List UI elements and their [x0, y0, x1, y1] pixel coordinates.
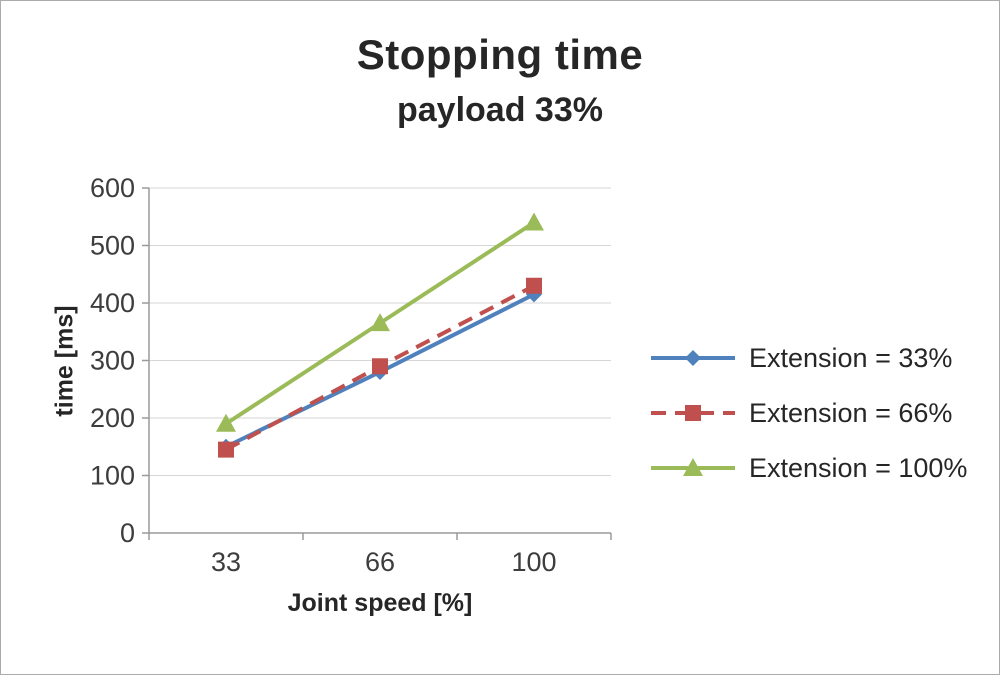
square-marker-icon — [526, 277, 542, 294]
plot-area: 0 100 200 300 400 500 600 33 66 100 — [90, 173, 612, 577]
triangle-marker-icon — [216, 413, 236, 432]
y-tick-label: 200 — [90, 403, 135, 433]
x-tick-label: 66 — [365, 547, 395, 577]
y-tick-label: 0 — [120, 518, 135, 548]
legend-label: Extension = 33% — [749, 342, 953, 373]
diamond-marker-icon — [685, 350, 701, 366]
y-tick-label: 600 — [90, 173, 135, 203]
chart-title: Stopping time — [356, 31, 644, 78]
y-axis-title: time [ms] — [50, 305, 79, 417]
square-marker-icon — [685, 405, 701, 421]
legend-item: Extension = 100% — [649, 449, 967, 487]
triangle-marker-icon — [683, 458, 703, 476]
x-tick-label: 100 — [511, 547, 556, 577]
legend-label: Extension = 66% — [749, 397, 953, 428]
y-tick-label: 100 — [90, 461, 135, 491]
legend-label: Extension = 100% — [749, 452, 968, 483]
chart-subtitle: payload 33% — [397, 91, 603, 129]
x-axis-title: Joint speed [%] — [287, 589, 473, 617]
y-tick-label: 300 — [90, 346, 135, 376]
triangle-marker-icon — [370, 313, 390, 332]
square-marker-icon — [218, 441, 234, 458]
legend-item: Extension = 66% — [649, 394, 967, 432]
y-tick-label: 500 — [90, 231, 135, 261]
legend-item: Extension = 33% — [649, 339, 967, 377]
legend-key-triangle — [651, 458, 735, 476]
x-tick-label: 33 — [211, 547, 241, 577]
legend-key-square — [651, 405, 735, 421]
legend-key-diamond — [651, 350, 735, 366]
square-marker-icon — [372, 358, 388, 375]
triangle-marker-icon — [524, 212, 544, 231]
y-tick-label: 400 — [90, 288, 135, 318]
legend: Extension = 33% Extension = 66% Extension … — [649, 339, 967, 504]
